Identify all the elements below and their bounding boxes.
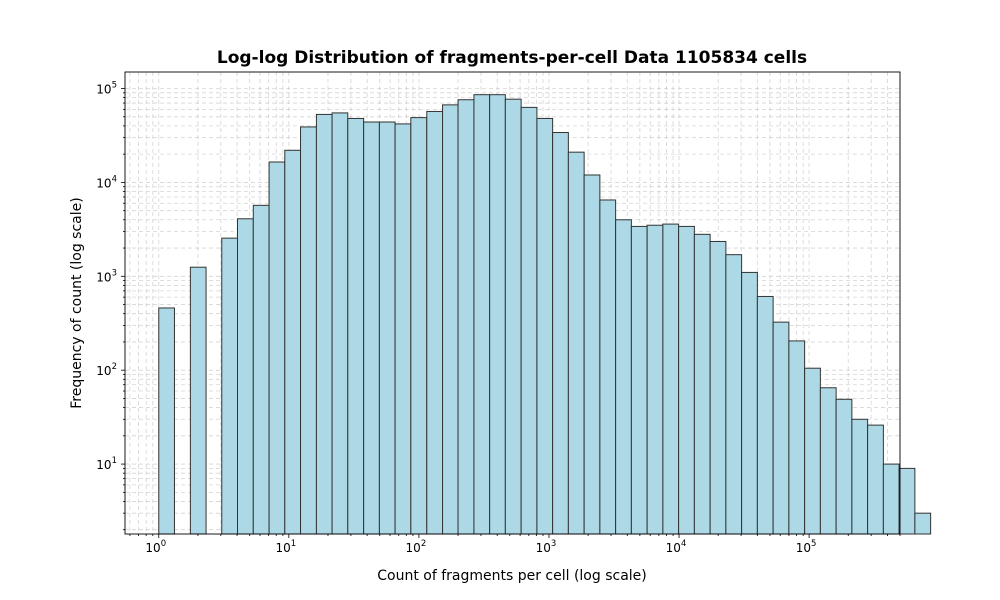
y-tick-label: 101 bbox=[96, 456, 117, 472]
histogram-bar bbox=[662, 223, 680, 535]
histogram-bar bbox=[442, 104, 459, 535]
histogram-bar bbox=[851, 418, 869, 535]
axis-ticks: 100 101 102 103 104 105 101 102 103 104 105 bbox=[96, 81, 901, 555]
histogram-bar bbox=[630, 225, 648, 535]
histogram-bar bbox=[693, 233, 711, 535]
histogram-bar bbox=[410, 117, 428, 535]
histogram-bar bbox=[615, 219, 632, 535]
histogram-bar bbox=[268, 161, 286, 535]
histogram-bar bbox=[284, 149, 302, 535]
y-tick-label: 104 bbox=[96, 174, 117, 190]
histogram-bar bbox=[489, 94, 506, 535]
histogram-bar bbox=[347, 117, 365, 535]
histogram-bar bbox=[583, 174, 601, 535]
histogram-bar bbox=[394, 123, 412, 535]
y-tick-label: 105 bbox=[96, 81, 117, 97]
histogram-bar bbox=[221, 237, 238, 535]
histogram-bar bbox=[504, 98, 522, 535]
x-tick-label: 103 bbox=[536, 539, 557, 555]
chart-title: Log-log Distribution of fragments-per-ce… bbox=[217, 48, 807, 68]
histogram-bar bbox=[819, 387, 837, 535]
histogram-bar bbox=[772, 321, 790, 535]
y-tick-label: 102 bbox=[96, 362, 117, 378]
histogram-bar bbox=[867, 424, 884, 535]
x-axis-label: Count of fragments per cell (log scale) bbox=[377, 568, 647, 584]
histogram-bar bbox=[158, 307, 175, 535]
histogram-bar bbox=[331, 112, 349, 535]
histogram-bar bbox=[804, 367, 821, 535]
histogram-bar bbox=[378, 121, 396, 535]
histogram-bar bbox=[536, 117, 554, 535]
histogram-bar bbox=[252, 204, 270, 535]
x-tick-label: 102 bbox=[406, 539, 427, 555]
histogram-bar bbox=[882, 463, 900, 535]
histogram-bar bbox=[363, 121, 380, 535]
y-tick-label: 103 bbox=[96, 268, 117, 284]
histogram-bar bbox=[567, 151, 585, 535]
histogram-bar bbox=[835, 398, 853, 535]
x-tick-label: 104 bbox=[666, 539, 687, 555]
x-tick-label: 100 bbox=[145, 539, 166, 555]
histogram-bar bbox=[914, 512, 932, 535]
histogram-bar bbox=[788, 340, 806, 535]
histogram-bar bbox=[520, 106, 538, 535]
histogram-bar bbox=[756, 295, 774, 535]
x-tick-label: 105 bbox=[796, 539, 817, 555]
histogram-bar bbox=[599, 199, 617, 535]
histogram-bar bbox=[457, 99, 475, 535]
histogram-bar bbox=[300, 126, 317, 535]
histogram-bar bbox=[236, 218, 254, 535]
x-tick-label: 101 bbox=[275, 539, 296, 555]
histogram-bar bbox=[741, 271, 758, 535]
plot-frame bbox=[124, 71, 901, 535]
histogram-bar bbox=[189, 266, 207, 535]
histogram-bar bbox=[426, 110, 444, 535]
histogram-bars bbox=[158, 94, 932, 535]
histogram-bar bbox=[552, 132, 569, 535]
histogram-bar bbox=[646, 224, 664, 535]
histogram-bar bbox=[315, 113, 333, 535]
histogram-bar bbox=[725, 254, 743, 535]
histogram-bar bbox=[473, 94, 491, 535]
histogram-bar bbox=[709, 240, 727, 535]
y-axis-label: Frequency of count (log scale) bbox=[69, 197, 85, 408]
histogram-bar bbox=[898, 467, 916, 535]
histogram-bar bbox=[678, 225, 695, 535]
